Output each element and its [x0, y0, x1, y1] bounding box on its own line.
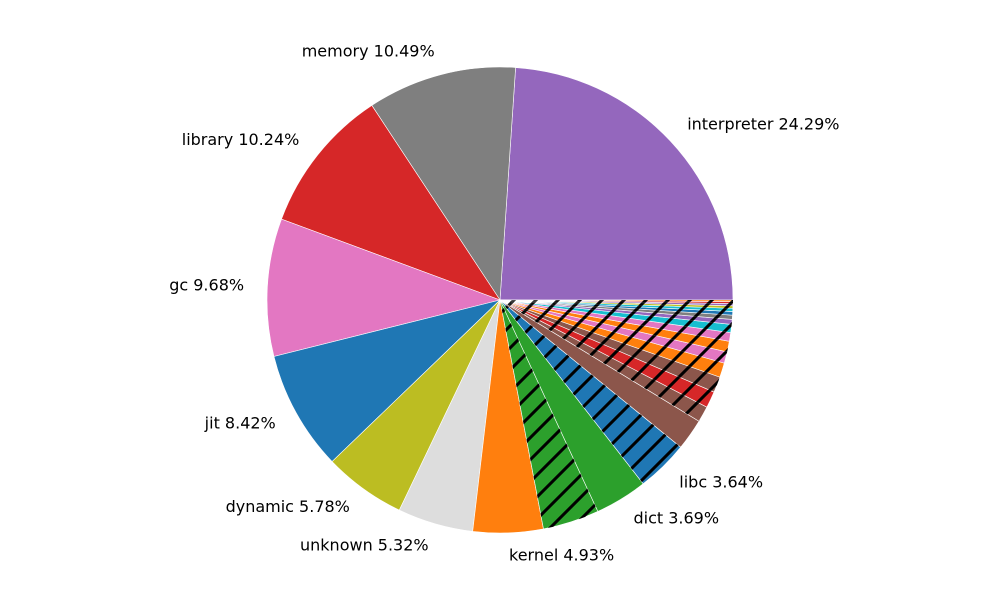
pie-slice	[371, 66, 516, 301]
pie-hatches	[500, 300, 733, 529]
pie-slice-hatch	[500, 300, 733, 302]
pie-labels: interpreter 24.29% memory 10.49% library 1…	[169, 42, 839, 565]
pie-slice-hatch	[500, 300, 730, 352]
pie-slice-hatch	[500, 300, 707, 422]
pie-slice-hatch	[500, 300, 733, 316]
pie-slice-hatch	[500, 300, 733, 312]
pie-slice	[281, 104, 501, 301]
pie-slice-hatch	[500, 300, 725, 378]
pie-slice-label: kernel 4.93%	[509, 546, 614, 565]
pie-slice-label: unknown 5.32%	[300, 536, 429, 555]
pie-slice	[499, 67, 734, 301]
pie-slice-hatch	[500, 300, 733, 325]
pie-slice-hatch	[500, 300, 715, 408]
pie-slice-label: memory 10.49%	[302, 42, 435, 61]
pie-slice-label: jit 8.42%	[204, 414, 276, 433]
pie-slice-hatch	[500, 300, 732, 333]
pie-slice-hatch	[500, 300, 733, 304]
pie-slice-hatch	[500, 300, 681, 484]
pie-slice-hatch	[500, 300, 733, 309]
pie-slice-hatch	[500, 300, 733, 320]
pie-slice-label: dynamic 5.78%	[226, 497, 350, 516]
pie-slice-label: interpreter 24.29%	[687, 114, 839, 133]
pie-slice-hatch	[500, 300, 720, 393]
pie-slice-hatch	[500, 300, 731, 342]
pie-slice-label: dict 3.69%	[633, 508, 719, 527]
pie-slice-label: libc 3.64%	[679, 473, 763, 492]
pie-slice-label: library 10.24%	[182, 130, 300, 149]
pie-slice-hatch	[500, 300, 598, 529]
pie-slice-label: gc 9.68%	[169, 275, 244, 294]
pie-slice-hatch	[500, 300, 728, 364]
pie-slice-hatch	[500, 300, 733, 306]
pie-slice	[266, 218, 502, 357]
pie-slice	[273, 299, 502, 462]
